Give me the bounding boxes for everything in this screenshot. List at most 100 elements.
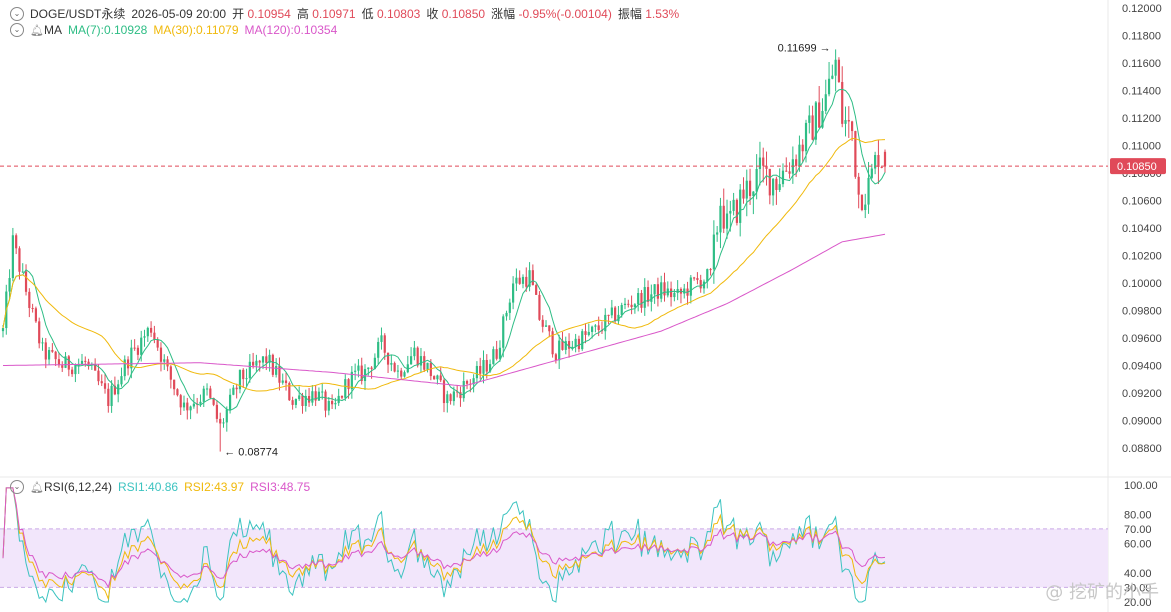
candle-body [406, 364, 409, 373]
candle-body [202, 388, 205, 402]
candle-body [54, 351, 57, 360]
candle-body [350, 371, 353, 390]
candle-body [814, 102, 817, 140]
ma7-line [2, 88, 886, 411]
ma-legend: ⌄ 🔔︎ MA MA(7):0.10928 MA(30):0.11079 MA(… [10, 23, 337, 37]
candle-body [732, 199, 735, 211]
amplitude-label: 振幅 [617, 7, 642, 21]
candle-body [571, 346, 574, 349]
candle-body [354, 370, 357, 372]
candle-body [788, 171, 791, 174]
candle-body [735, 199, 739, 223]
candle-body [28, 291, 31, 308]
candle-body [508, 302, 511, 313]
candle-body [844, 120, 847, 124]
candle-body [745, 180, 748, 199]
candle-body [113, 385, 116, 395]
candle-body [821, 110, 824, 128]
candle-body [67, 356, 70, 370]
candle-body [34, 308, 38, 322]
candle-body [252, 361, 255, 366]
candle-body [24, 271, 28, 292]
candle-body [380, 335, 383, 342]
candle-body [238, 369, 242, 390]
candle-body [544, 325, 548, 327]
close-label: 收 [426, 7, 439, 21]
candle-body [159, 347, 163, 362]
candle-body [192, 403, 195, 407]
candle-body [123, 359, 126, 377]
candle-body [877, 155, 880, 167]
candle-body [71, 369, 74, 375]
candle-body [169, 366, 172, 380]
candle-body [136, 347, 140, 355]
candle-body [215, 404, 219, 419]
collapse-chevron-icon[interactable]: ⌄ [10, 6, 24, 21]
candle-body [61, 365, 64, 368]
candle-body [386, 352, 390, 365]
candle-body [41, 342, 44, 344]
candle-body [584, 331, 587, 335]
candle-body [255, 360, 258, 366]
candle-body [11, 235, 14, 279]
candle-body [396, 370, 400, 372]
candle-body [222, 422, 225, 424]
change-label: 涨幅 [491, 7, 516, 21]
ma120-legend: MA(120):0.10354 [244, 23, 338, 37]
candle-body [847, 120, 850, 122]
candle-body [831, 75, 834, 79]
candle-body [367, 367, 370, 370]
candle-body [640, 293, 643, 308]
candle-body [87, 361, 90, 365]
candle-body [47, 350, 51, 360]
ma120-line [3, 233, 886, 387]
candle-body [752, 191, 755, 196]
candle-body [874, 155, 877, 169]
candle-body [811, 115, 814, 140]
candle-body [650, 294, 653, 302]
candle-body [84, 360, 87, 362]
candle-body [765, 165, 768, 169]
rsi3-legend: RSI3:48.75 [250, 480, 311, 494]
price-tick-label: 0.09400 [1122, 361, 1162, 373]
candle-body [298, 395, 301, 399]
candle-body [867, 177, 870, 205]
candle-body [459, 392, 462, 399]
bell-icon[interactable]: 🔔︎ [30, 481, 44, 494]
bell-icon[interactable]: 🔔︎ [30, 24, 44, 37]
current-price-label: 0.10850 [1117, 161, 1157, 173]
candle-body [281, 380, 284, 383]
candle-body [850, 121, 854, 132]
candle-body [475, 365, 479, 379]
candle-body [327, 401, 330, 411]
candle-body [775, 178, 778, 190]
candle-body [518, 277, 521, 284]
candle-body [709, 269, 712, 271]
candle-body [883, 151, 887, 167]
candle-body [653, 284, 656, 295]
price-axis: 0.12000 0.11800 0.11600 0.11400 0.11200 0.110… [1122, 3, 1162, 455]
rsi-tick-label: 80.00 [1124, 509, 1152, 521]
candle-body [284, 380, 288, 384]
candle-body [781, 170, 785, 185]
amplitude-value: 1.53% [645, 7, 680, 21]
candle-body [120, 376, 123, 385]
price-tick-label: 0.11000 [1122, 141, 1161, 153]
collapse-chevron-icon[interactable]: ⌄ [10, 480, 24, 494]
candle-body [31, 307, 34, 309]
candle-body [702, 281, 706, 289]
rsi-tick-label: 30.00 [1124, 582, 1152, 594]
low-label: 低 [361, 7, 374, 21]
price-tick-label: 0.10000 [1122, 278, 1162, 290]
collapse-chevron-icon[interactable]: ⌄ [10, 23, 24, 37]
candle-body [344, 379, 347, 398]
candle-body [449, 394, 452, 402]
candle-body [594, 325, 597, 327]
candle-body [798, 144, 801, 166]
close-value: 0.10850 [441, 7, 486, 21]
rsi1-legend: RSI1:40.86 [118, 480, 179, 494]
candle-body [317, 391, 321, 401]
max-price-label: 0.11699 → [778, 42, 831, 54]
candle-body [531, 270, 534, 286]
